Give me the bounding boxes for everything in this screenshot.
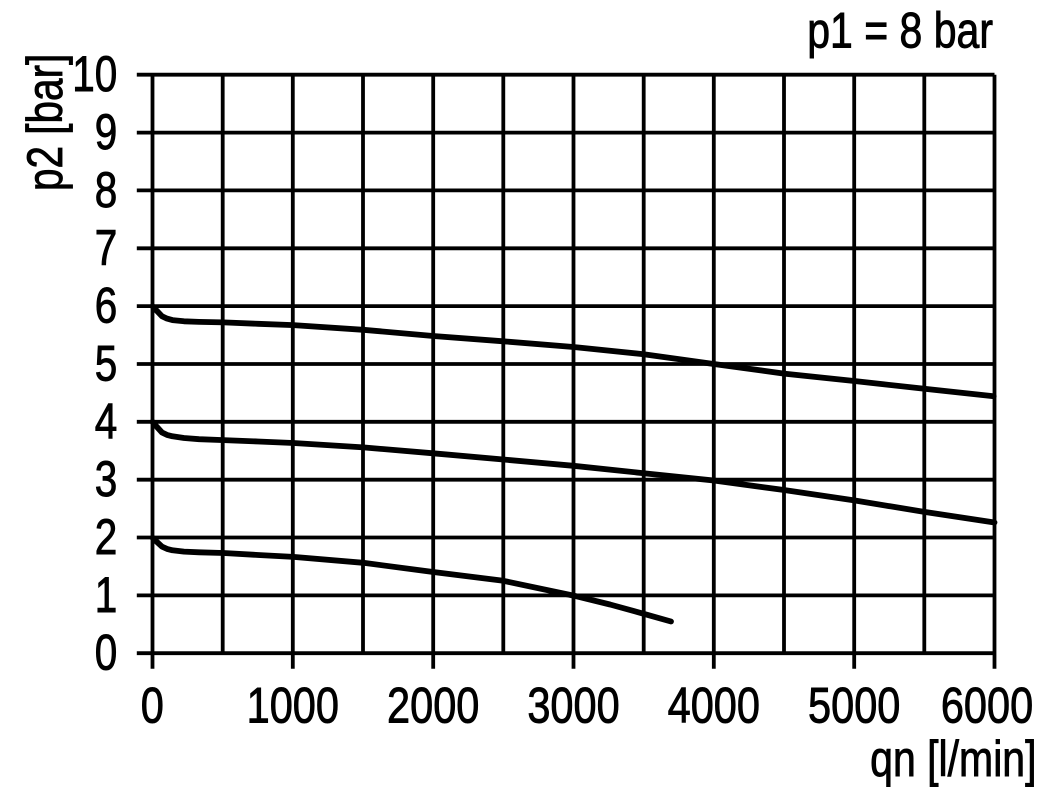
svg-text:6000: 6000	[941, 677, 1033, 734]
svg-text:9: 9	[95, 104, 118, 160]
svg-text:2000: 2000	[387, 677, 479, 734]
svg-text:qn [l/min]: qn [l/min]	[870, 731, 1036, 787]
svg-text:3: 3	[95, 451, 118, 507]
svg-text:1000: 1000	[247, 677, 339, 734]
svg-text:7: 7	[95, 220, 118, 276]
svg-text:4: 4	[95, 393, 118, 449]
svg-text:8: 8	[95, 162, 118, 218]
svg-text:5: 5	[95, 335, 118, 391]
svg-text:10: 10	[72, 46, 117, 102]
svg-text:p1 = 8 bar: p1 = 8 bar	[807, 3, 993, 59]
svg-text:6: 6	[95, 278, 118, 334]
svg-text:5000: 5000	[808, 677, 900, 734]
svg-text:0: 0	[141, 677, 164, 734]
svg-text:p2 [bar]: p2 [bar]	[17, 54, 73, 191]
svg-text:0: 0	[95, 625, 118, 681]
svg-text:3000: 3000	[527, 677, 619, 734]
svg-text:2: 2	[95, 509, 118, 565]
svg-text:4000: 4000	[668, 677, 760, 734]
svg-text:1: 1	[95, 567, 118, 623]
